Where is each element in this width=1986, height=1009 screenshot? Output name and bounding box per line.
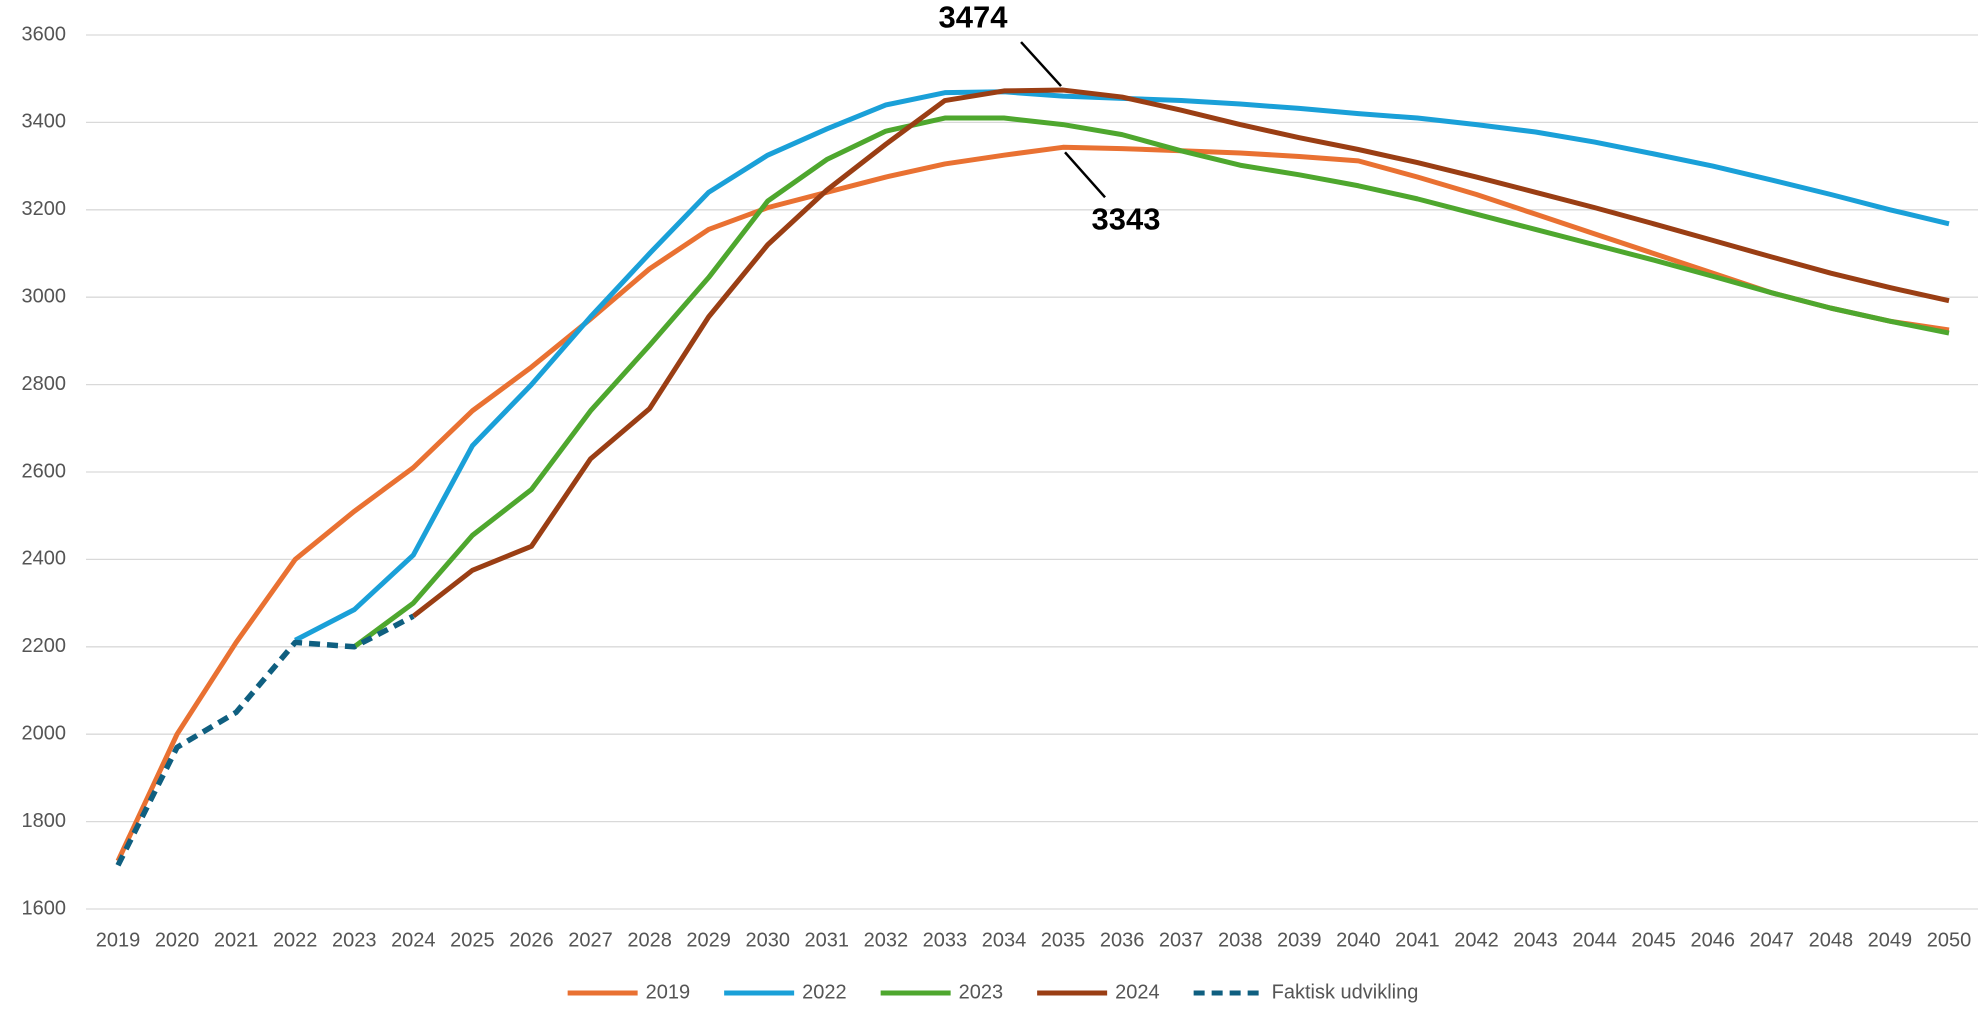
annotation: 3343 — [1092, 201, 1161, 236]
x-tick-label: 2037 — [1159, 929, 1204, 951]
y-tick-label: 2600 — [22, 460, 67, 482]
series-line — [115, 144, 1950, 862]
x-tick-label: 2024 — [391, 929, 436, 951]
y-tick-label: 3200 — [22, 198, 67, 220]
x-tick-label: 2047 — [1750, 929, 1795, 951]
y-tick-label: 2400 — [22, 548, 67, 570]
legend-label: Faktisk udvikling — [1272, 981, 1419, 1003]
y-tick-label: 3000 — [22, 285, 67, 307]
x-tick-label: 2035 — [1041, 929, 1086, 951]
x-tick-label: 2021 — [214, 929, 259, 951]
series-line — [115, 613, 415, 867]
x-tick-label: 2026 — [509, 929, 554, 951]
annotation-leader — [1064, 151, 1106, 199]
x-tick-label: 2019 — [96, 929, 141, 951]
x-tick-label: 2048 — [1809, 929, 1854, 951]
x-tick-label: 2034 — [982, 929, 1027, 951]
y-tick-label: 3600 — [22, 23, 67, 45]
x-tick-label: 2041 — [1395, 929, 1440, 951]
x-tick-label: 2020 — [155, 929, 200, 951]
x-tick-label: 2038 — [1218, 929, 1263, 951]
y-tick-label: 3400 — [22, 111, 67, 133]
x-tick-label: 2033 — [923, 929, 968, 951]
y-tick-label: 1600 — [22, 897, 67, 919]
y-tick-label: 2200 — [22, 635, 67, 657]
series-line — [294, 89, 1950, 643]
x-tick-label: 2042 — [1454, 929, 1499, 951]
x-tick-label: 2031 — [805, 929, 850, 951]
annotation: 3474 — [939, 0, 1009, 34]
x-tick-label: 2044 — [1572, 929, 1617, 951]
x-tick-label: 2027 — [568, 929, 613, 951]
legend-label: 2022 — [802, 981, 847, 1003]
x-tick-label: 2028 — [627, 929, 672, 951]
legend-label: 2024 — [1115, 981, 1160, 1003]
x-tick-label: 2046 — [1690, 929, 1735, 951]
x-tick-label: 2030 — [745, 929, 790, 951]
x-tick-label: 2025 — [450, 929, 495, 951]
x-tick-label: 2023 — [332, 929, 377, 951]
series-line — [411, 87, 1950, 619]
x-tick-label: 2032 — [864, 929, 909, 951]
x-tick-label: 2022 — [273, 929, 318, 951]
x-tick-label: 2029 — [686, 929, 731, 951]
y-tick-label: 2000 — [22, 722, 67, 744]
series-line — [352, 115, 1950, 649]
annotation-leader — [1020, 41, 1062, 87]
y-tick-label: 1800 — [22, 810, 67, 832]
x-tick-label: 2039 — [1277, 929, 1322, 951]
x-tick-label: 2036 — [1100, 929, 1145, 951]
legend-label: 2023 — [959, 981, 1004, 1003]
x-tick-label: 2045 — [1631, 929, 1676, 951]
x-tick-label: 2050 — [1927, 929, 1972, 951]
x-tick-label: 2043 — [1513, 929, 1558, 951]
x-tick-label: 2049 — [1868, 929, 1913, 951]
legend-label: 2019 — [646, 981, 691, 1003]
x-tick-label: 2040 — [1336, 929, 1381, 951]
y-tick-label: 2800 — [22, 373, 67, 395]
